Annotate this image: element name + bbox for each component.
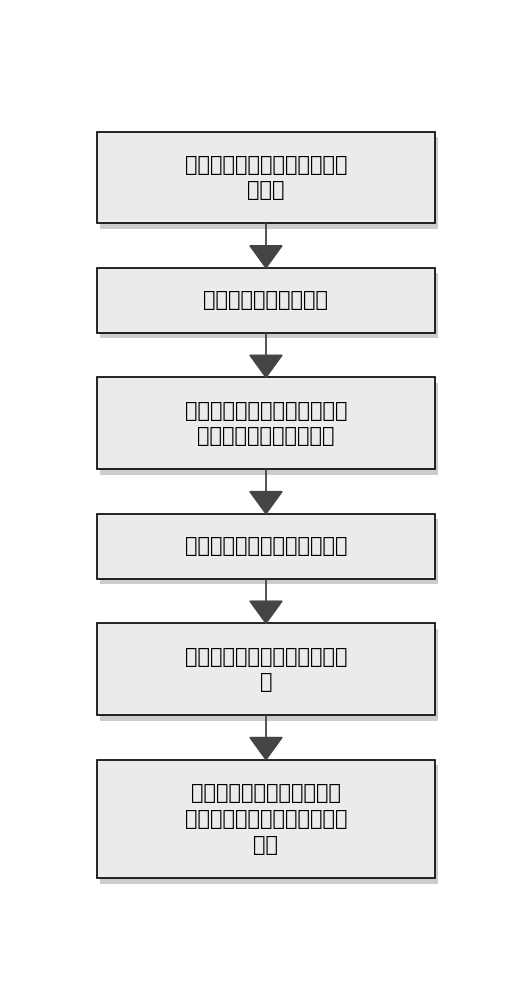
Bar	[100, 383, 438, 475]
Text: 采用模糊聚类算法形成认知用
户的簇: 采用模糊聚类算法形成认知用 户的簇	[185, 155, 347, 200]
Bar	[97, 514, 435, 579]
Bar	[97, 760, 435, 878]
Text: 融合中心决策主用户是否存
在，以判定该频谱段是否可以
接入: 融合中心决策主用户是否存 在，以判定该频谱段是否可以 接入	[185, 783, 347, 855]
Bar	[97, 377, 435, 469]
Polygon shape	[250, 492, 282, 514]
Bar	[97, 268, 435, 333]
Text: 对于每个簇，将每个认知用户
能量检测结果汇报给簇头: 对于每个簇，将每个认知用户 能量检测结果汇报给簇头	[185, 401, 347, 446]
Text: 簇头将融合结果汇报给融合中
心: 簇头将融合结果汇报给融合中 心	[185, 647, 347, 692]
Bar	[100, 765, 438, 884]
Bar	[97, 132, 435, 223]
Bar	[100, 629, 438, 721]
Bar	[100, 137, 438, 229]
Polygon shape	[250, 601, 282, 623]
Bar	[97, 623, 435, 715]
Polygon shape	[250, 246, 282, 268]
Text: 对于每个簇，选择簇头: 对于每个簇，选择簇头	[203, 290, 329, 310]
Bar	[100, 273, 438, 338]
Text: 对于每个簇，簇头实现软融合: 对于每个簇，簇头实现软融合	[185, 536, 347, 556]
Polygon shape	[250, 355, 282, 377]
Polygon shape	[250, 737, 282, 760]
Bar	[100, 519, 438, 584]
